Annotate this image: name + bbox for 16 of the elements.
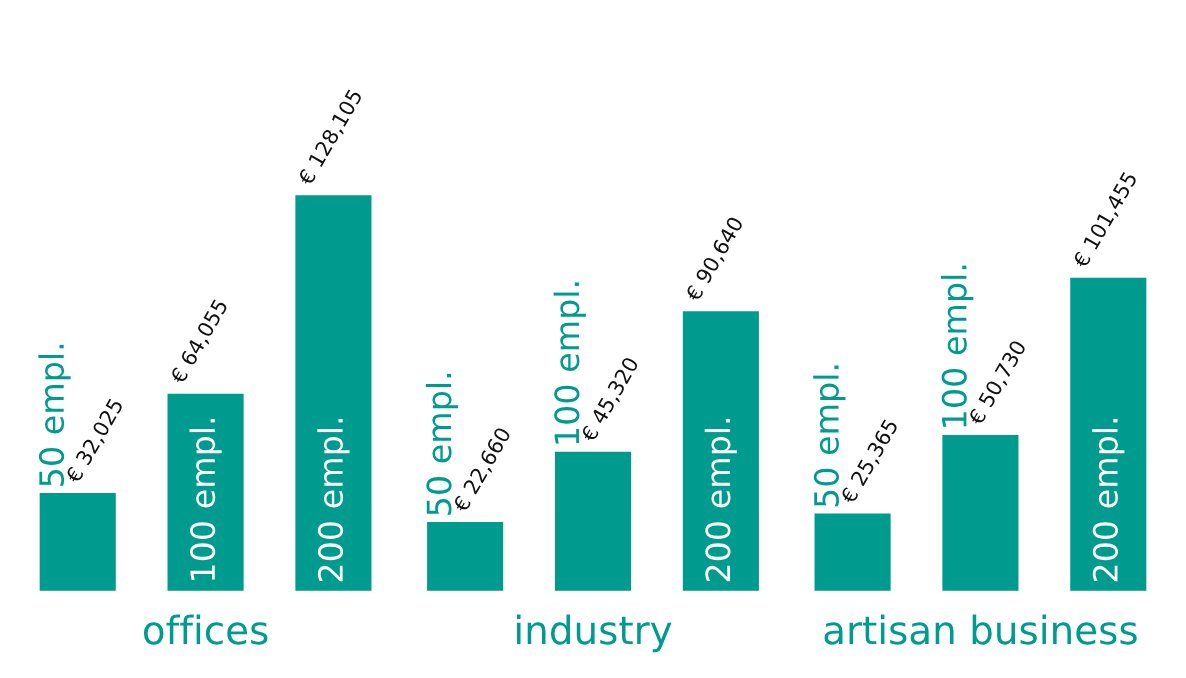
bar	[166, 392, 246, 593]
bar	[553, 450, 633, 593]
bar	[1068, 276, 1148, 593]
x-tick-label: industry	[517, 614, 672, 653]
bar	[681, 309, 761, 593]
bar	[940, 433, 1020, 593]
bar	[425, 520, 505, 593]
text: 200 empl.	[704, 418, 737, 582]
bar	[38, 491, 118, 593]
text: 200 empl.	[1092, 418, 1125, 582]
x-tick-label: artisan business	[824, 614, 1137, 645]
bar	[813, 512, 893, 593]
series-label: 200 empl.	[317, 418, 350, 582]
bar	[293, 193, 373, 593]
text: 100 empl.	[189, 418, 222, 580]
x-tick-label: offices	[143, 614, 268, 645]
